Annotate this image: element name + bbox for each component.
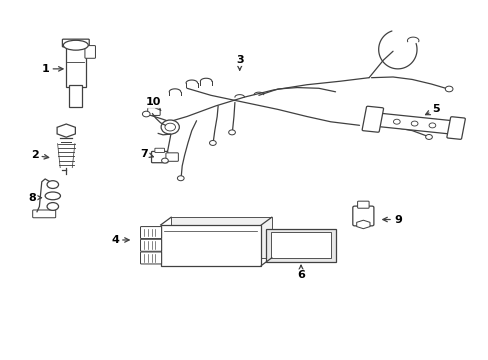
Circle shape <box>425 135 431 139</box>
FancyBboxPatch shape <box>362 106 383 132</box>
Bar <box>69 85 82 107</box>
FancyBboxPatch shape <box>446 117 465 139</box>
FancyBboxPatch shape <box>352 206 373 226</box>
Circle shape <box>445 86 452 92</box>
Ellipse shape <box>47 203 59 210</box>
Text: 7: 7 <box>140 149 153 158</box>
Bar <box>171 217 271 258</box>
FancyBboxPatch shape <box>140 252 161 264</box>
FancyBboxPatch shape <box>140 239 161 251</box>
FancyBboxPatch shape <box>33 210 56 218</box>
Text: 5: 5 <box>425 104 439 115</box>
Text: 10: 10 <box>145 98 161 111</box>
Text: 2: 2 <box>31 150 49 160</box>
FancyBboxPatch shape <box>147 108 160 116</box>
Ellipse shape <box>45 192 61 200</box>
Circle shape <box>177 176 184 181</box>
Text: 3: 3 <box>235 55 243 70</box>
Ellipse shape <box>47 181 59 189</box>
FancyBboxPatch shape <box>270 232 330 258</box>
FancyBboxPatch shape <box>165 153 178 161</box>
FancyBboxPatch shape <box>140 226 161 239</box>
FancyBboxPatch shape <box>357 201 368 208</box>
Bar <box>65 45 86 87</box>
Text: 8: 8 <box>29 193 41 203</box>
Text: 1: 1 <box>41 64 63 74</box>
Polygon shape <box>57 124 75 137</box>
Text: 9: 9 <box>382 215 401 225</box>
Circle shape <box>228 130 235 135</box>
Circle shape <box>393 119 399 124</box>
Circle shape <box>142 111 150 117</box>
Polygon shape <box>356 220 369 229</box>
Bar <box>160 225 261 266</box>
Circle shape <box>410 121 417 126</box>
FancyBboxPatch shape <box>62 39 89 47</box>
Circle shape <box>209 140 216 145</box>
Circle shape <box>161 158 168 163</box>
FancyBboxPatch shape <box>266 229 335 262</box>
Ellipse shape <box>161 120 179 134</box>
FancyBboxPatch shape <box>155 148 164 153</box>
Bar <box>377 113 450 134</box>
FancyBboxPatch shape <box>151 152 167 163</box>
FancyBboxPatch shape <box>85 46 95 58</box>
Ellipse shape <box>63 40 88 50</box>
Text: 4: 4 <box>111 235 129 245</box>
Text: 6: 6 <box>297 265 305 280</box>
Circle shape <box>428 123 435 128</box>
Ellipse shape <box>164 123 175 131</box>
